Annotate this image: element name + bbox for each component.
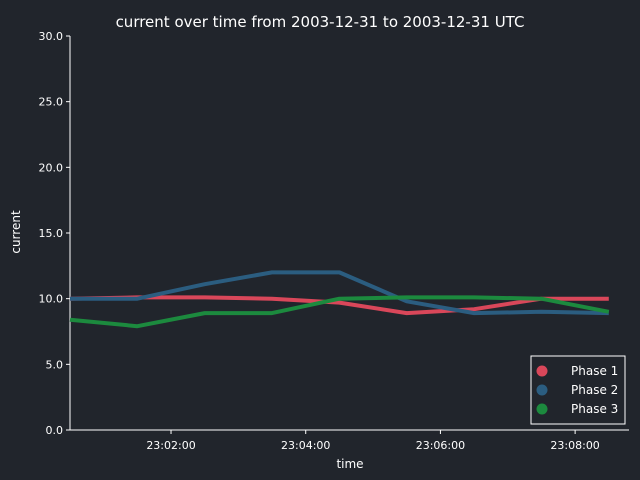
- series-layer: [69, 270, 610, 329]
- y-tick-label: 25.0: [39, 96, 64, 109]
- x-tick-label: 23:06:00: [416, 439, 465, 452]
- y-axis: 0.0 5.0 10.0 15.0 20.0 25.0 30.0: [39, 30, 71, 437]
- y-tick-label: 10.0: [39, 293, 64, 306]
- legend-label-phase-2: Phase 2: [571, 383, 618, 397]
- legend: Phase 1 Phase 2 Phase 3: [530, 355, 626, 425]
- x-tick-label: 23:08:00: [550, 439, 599, 452]
- y-tick-label: 20.0: [39, 161, 64, 174]
- series-line-phase-3: [69, 295, 610, 329]
- x-axis-title: time: [336, 457, 363, 471]
- series-line-phase-1: [69, 295, 609, 316]
- x-tick-label: 23:04:00: [281, 439, 330, 452]
- x-tick-label: 23:02:00: [146, 439, 195, 452]
- y-tick-label: 15.0: [39, 227, 64, 240]
- legend-marker-phase-1: [536, 365, 548, 377]
- legend-marker-phase-3: [536, 403, 548, 415]
- legend-label-phase-1: Phase 1: [571, 364, 618, 378]
- y-tick-label: 30.0: [39, 30, 64, 43]
- y-tick-label: 5.0: [46, 358, 64, 371]
- legend-label-phase-3: Phase 3: [571, 402, 618, 416]
- y-axis-title: current: [9, 210, 23, 254]
- chart-title: current over time from 2003-12-31 to 200…: [116, 13, 525, 31]
- series-line-phase-2: [70, 270, 609, 316]
- y-tick-label: 0.0: [46, 424, 64, 437]
- x-axis: 23:02:00 23:04:00 23:06:00 23:08:00: [70, 429, 629, 452]
- legend-marker-phase-2: [536, 384, 548, 396]
